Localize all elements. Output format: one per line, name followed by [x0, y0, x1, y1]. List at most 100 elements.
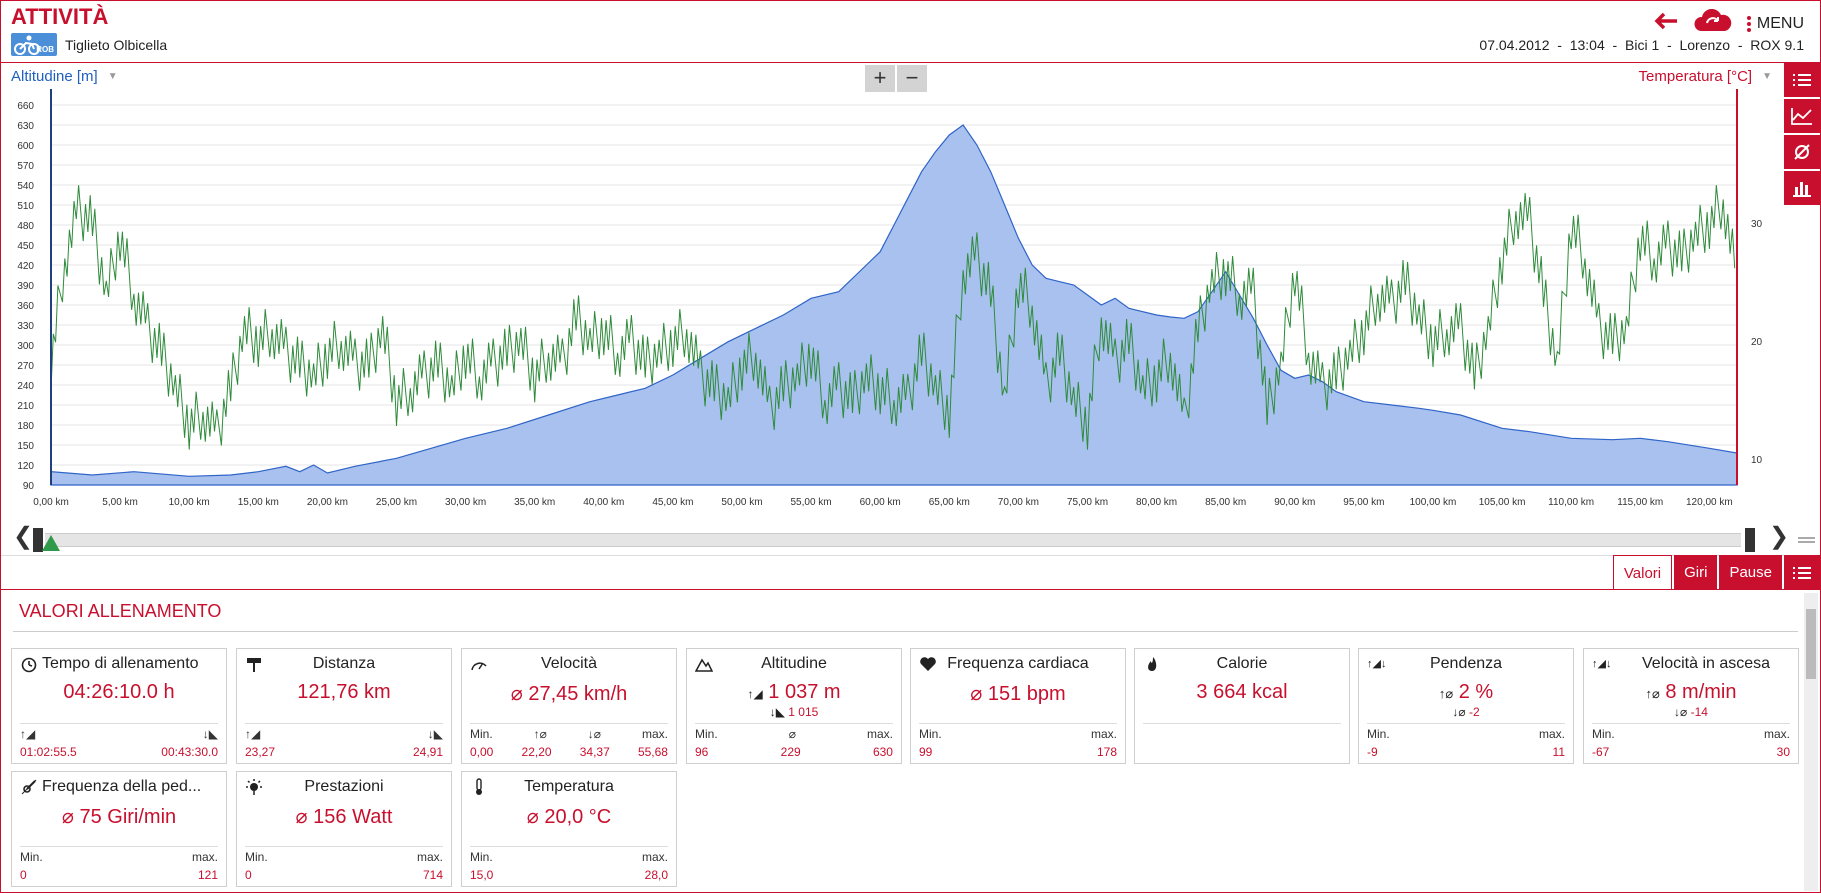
- x-tick-label: 25,00 km: [376, 497, 417, 508]
- tab-giri[interactable]: Giri: [1674, 555, 1718, 590]
- x-tick-label: 105,00 km: [1479, 497, 1526, 508]
- card-value: 3 664 kcal: [1196, 681, 1288, 703]
- bulb-icon: [246, 779, 262, 795]
- x-tick-label: 80,00 km: [1136, 497, 1177, 508]
- scroll-left-icon[interactable]: ❮: [13, 523, 34, 550]
- card-value: ↑⌀ 2 %: [1438, 681, 1494, 703]
- range-end-handle[interactable]: [1745, 528, 1755, 552]
- card-heart-rate[interactable]: Frequenza cardiaca ⌀ 151 bpm Min. max. 99…: [910, 648, 1126, 764]
- y-tick-label: 90: [23, 481, 35, 492]
- menu-button[interactable]: MENU: [1746, 14, 1804, 34]
- average-icon: ⌀: [970, 683, 983, 705]
- card-values: 15,0 28,0: [470, 868, 668, 882]
- y-tick-label: 210: [17, 401, 34, 412]
- card-training-time[interactable]: Tempo di allenamento 04:26:10.0 h ↑◢ ↓◣ 0…: [11, 648, 227, 764]
- uphill-distance: 23,27: [245, 745, 276, 759]
- y2-tick-label: 10: [1751, 455, 1763, 466]
- vertical-scrollbar[interactable]: [1804, 593, 1818, 891]
- kebab-icon: [1746, 14, 1751, 34]
- card-separator: [1367, 723, 1565, 724]
- card-value: ⌀ 27,45 km/h: [510, 683, 628, 705]
- mountain-icon: [695, 658, 713, 672]
- card-separator: [245, 723, 443, 724]
- y-tick-label: 600: [17, 141, 34, 152]
- avg-downhill-icon: ↓⌀: [587, 727, 602, 741]
- scroll-right-icon[interactable]: ❯: [1769, 523, 1790, 550]
- uphill-icon: ↑◢: [245, 727, 261, 741]
- altitude-temperature-chart[interactable]: 660 630 600 570 540 510 480 450 420 390 360 330 300 2…: [1, 89, 1781, 521]
- x-tick-label: 100,00 km: [1410, 497, 1457, 508]
- zoom-out-button[interactable]: −: [897, 65, 927, 92]
- bar-chart-icon[interactable]: [1784, 171, 1820, 205]
- tab-valori[interactable]: Valori: [1612, 555, 1673, 590]
- left-axis-label: Altitudine [m]: [11, 68, 98, 85]
- back-arrow-icon[interactable]: [1653, 11, 1679, 36]
- logo-text: ROB: [36, 45, 54, 54]
- zoom-controls: + −: [865, 65, 927, 92]
- card-altitude[interactable]: Altitudine ↑◢ 1 037 m ↓◣ 1 015 Min. ⌀ max.…: [686, 648, 902, 764]
- y-tick-label: 450: [17, 241, 34, 252]
- y-tick-label: 390: [17, 281, 34, 292]
- line-chart-icon[interactable]: [1784, 99, 1820, 133]
- zoom-in-button[interactable]: +: [865, 65, 895, 92]
- card-secondary-value: ↓◣ 1 015: [769, 705, 819, 719]
- scrollbar-thumb[interactable]: [1806, 609, 1816, 679]
- card-separator: [1592, 723, 1790, 724]
- y-tick-label: 570: [17, 161, 34, 172]
- card-calories[interactable]: Calorie 3 664 kcal: [1134, 648, 1350, 764]
- right-axis-selector[interactable]: Temperatura [°C] ▼: [1639, 68, 1772, 85]
- y-tick-label: 240: [17, 381, 34, 392]
- y-tick-label: 480: [17, 221, 34, 232]
- card-separator: [1143, 723, 1341, 724]
- flame-icon: [1148, 657, 1157, 671]
- chevron-down-icon: ▼: [107, 71, 118, 82]
- activity-name: Tiglieto Olbicella: [65, 37, 168, 53]
- speedometer-icon: [471, 662, 487, 671]
- card-title: Frequenza della ped...: [42, 778, 202, 795]
- x-tick-label: 70,00 km: [998, 497, 1039, 508]
- card-values: 96 229 630: [695, 745, 893, 759]
- card-values: 0 714: [245, 868, 443, 882]
- y-tick-label: 630: [17, 121, 34, 132]
- card-labels: Min. max.: [919, 727, 1117, 741]
- left-axis-selector[interactable]: Altitudine [m] ▼: [11, 68, 118, 85]
- position-marker[interactable]: [42, 535, 60, 551]
- card-values: 99 178: [919, 745, 1117, 759]
- x-tick-label: 75,00 km: [1067, 497, 1108, 508]
- range-start-handle[interactable]: [33, 528, 43, 552]
- average-icon: ⌀: [61, 806, 74, 828]
- section-title: VALORI ALLENAMENTO: [19, 601, 222, 621]
- card-separator: [470, 723, 668, 724]
- tab-bar: Valori Giri Pause: [1611, 555, 1820, 590]
- card-cadence[interactable]: Frequenza della ped... ⌀ 75 Giri/min Min…: [11, 771, 227, 887]
- average-icon: ⌀: [510, 683, 523, 705]
- drag-handle-icon[interactable]: [1798, 535, 1815, 545]
- card-temperature[interactable]: Temperatura ⌀ 20,0 °C Min. max. 15,0 28,0: [461, 771, 677, 887]
- timeline-scrubber[interactable]: [45, 533, 1741, 547]
- card-title: Altitudine: [761, 655, 827, 672]
- card-distance[interactable]: Distanza 121,76 km ↑◢ ↓◣ 23,27 24,91: [236, 648, 452, 764]
- card-labels: Min. max.: [470, 850, 668, 864]
- cloud-sync-icon[interactable]: [1693, 8, 1733, 38]
- average-icon[interactable]: [1784, 135, 1820, 169]
- card-secondary-value: ↓⌀ -2: [1452, 705, 1480, 719]
- x-tick-label: 10,00 km: [169, 497, 210, 508]
- card-power[interactable]: Prestazioni ⌀ 156 Watt Min. max. 0 714: [236, 771, 452, 887]
- card-values: 0,00 22,20 34,37 55,68: [470, 745, 668, 759]
- thermometer-icon: [476, 778, 482, 795]
- card-climb-speed[interactable]: ↑◢↓ Velocità in ascesa ↑⌀ 8 m/min ↓⌀ -14…: [1583, 648, 1799, 764]
- x-tick-label: 60,00 km: [860, 497, 901, 508]
- x-tick-label: 20,00 km: [307, 497, 348, 508]
- y-tick-label: 180: [17, 421, 34, 432]
- activity-time: 13:04: [1569, 37, 1605, 53]
- list-view-icon[interactable]: [1784, 63, 1820, 97]
- slope-icon: ↑◢↓: [1367, 658, 1387, 670]
- tab-list-icon[interactable]: [1784, 555, 1820, 590]
- y-tick-label: 360: [17, 301, 34, 312]
- card-speed[interactable]: Velocità ⌀ 27,45 km/h Min. ↑⌀ ↓⌀ max. 0,00 2…: [461, 648, 677, 764]
- card-gradient[interactable]: ↑◢↓ Pendenza ↑⌀ 2 % ↓⌀ -2 Min. max. -9 11: [1358, 648, 1574, 764]
- downhill-icon: ↓◣: [427, 727, 443, 741]
- average-icon: ⌀: [295, 806, 308, 828]
- tab-pause[interactable]: Pause: [1719, 555, 1782, 590]
- card-labels: Min. max.: [20, 850, 218, 864]
